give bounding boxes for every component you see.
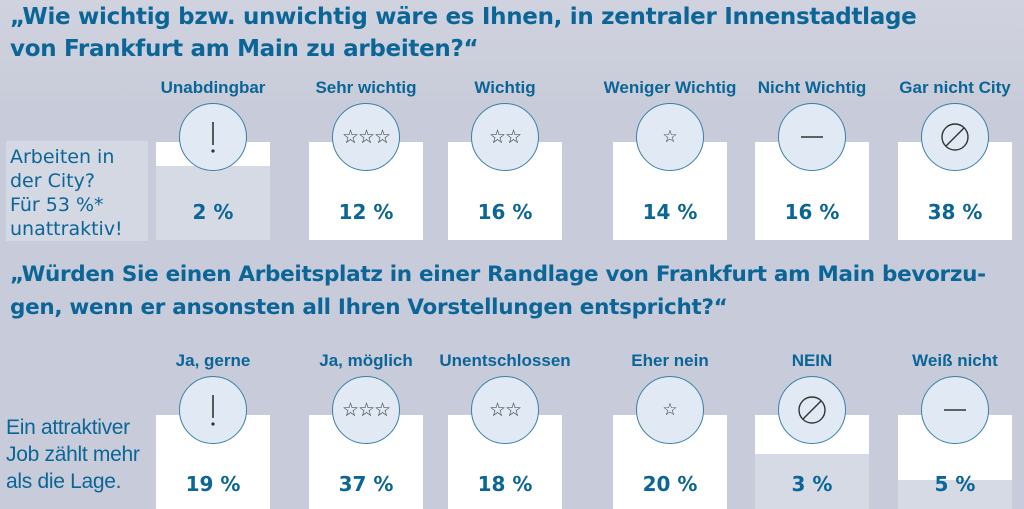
exclamation-icon	[179, 103, 247, 171]
option-label: Weniger Wichtig	[603, 78, 737, 97]
question-2-title: „Würden Sie einen Arbeitsplatz in einer …	[10, 258, 986, 324]
side-note-line: Ein attraktiver	[6, 416, 130, 439]
option-percentage: 16 %	[784, 200, 840, 224]
option-percentage: 2 %	[192, 200, 234, 224]
dash-icon	[921, 376, 989, 444]
option-label: Sehr wichtig	[315, 78, 417, 97]
prohibited-icon	[921, 103, 989, 171]
option-label: Weiß nicht	[912, 351, 998, 370]
one-star-icon: ☆	[636, 103, 704, 171]
question-2-title-line-2: gen, wenn er ansonsten all Ihren Vorstel…	[10, 295, 728, 320]
prohibited-icon	[778, 376, 846, 444]
one-star-icon: ☆	[636, 376, 704, 444]
three-stars-icon: ☆☆☆	[332, 376, 400, 444]
side-note-line: Für 53 %*	[10, 194, 104, 216]
option-card: 3 %	[755, 415, 869, 509]
option-label: Eher nein	[631, 351, 709, 370]
two-stars-icon: ☆☆	[471, 376, 539, 444]
option-percentage: 14 %	[642, 200, 698, 224]
option-fill-bar	[898, 479, 1012, 509]
side-note-line: der City?	[10, 170, 95, 192]
option-percentage: 37 %	[338, 472, 394, 496]
option-percentage: 18 %	[477, 472, 533, 496]
option-label: Unentschlossen	[439, 351, 571, 370]
option-label: Ja, möglich	[319, 351, 413, 370]
option-fill-bar	[755, 453, 869, 509]
question-1-side-note: Arbeiten in der City? Für 53 %* unattrak…	[6, 141, 148, 241]
header-band	[0, 0, 1024, 100]
question-1-title: „Wie wichtig bzw. unwichtig wäre es Ihne…	[10, 1, 917, 65]
dash-icon	[778, 103, 846, 171]
option-percentage: 3 %	[791, 472, 833, 496]
side-note-line: Arbeiten in	[10, 146, 115, 168]
option-fill-bar	[156, 165, 270, 240]
exclamation-icon	[179, 376, 247, 444]
option-label: Unabdingbar	[160, 78, 266, 97]
question-1-title-line-2: von Frankfurt am Main zu arbeiten?“	[10, 36, 479, 62]
question-2-side-note: Ein attraktiver Job zählt mehr als die L…	[6, 414, 140, 495]
option-label: Wichtig	[474, 78, 536, 97]
option-percentage: 38 %	[927, 200, 983, 224]
option-label: NEIN	[791, 351, 833, 370]
question-1-title-line-1: „Wie wichtig bzw. unwichtig wäre es Ihne…	[10, 4, 917, 30]
question-2-title-line-1: „Würden Sie einen Arbeitsplatz in einer …	[10, 262, 986, 287]
option-percentage: 5 %	[934, 472, 976, 496]
option-label: Nicht Wichtig	[757, 78, 867, 97]
option-percentage: 20 %	[642, 472, 698, 496]
option-card: 5 %	[898, 415, 1012, 509]
option-percentage: 16 %	[477, 200, 533, 224]
option-card: 2 %	[156, 142, 270, 240]
side-note-line: unattraktiv!	[10, 218, 123, 240]
three-stars-icon: ☆☆☆	[332, 103, 400, 171]
side-note-line: Job zählt mehr	[6, 443, 140, 466]
option-label: Ja, gerne	[175, 351, 251, 370]
option-label: Gar nicht City	[899, 78, 1011, 97]
two-stars-icon: ☆☆	[471, 103, 539, 171]
option-percentage: 19 %	[185, 472, 241, 496]
option-percentage: 12 %	[338, 200, 394, 224]
side-note-line: als die Lage.	[6, 470, 122, 493]
